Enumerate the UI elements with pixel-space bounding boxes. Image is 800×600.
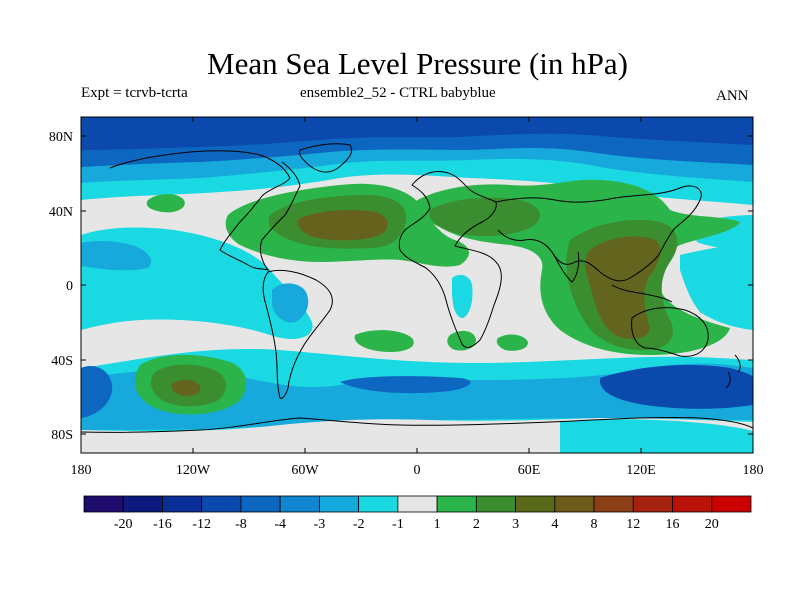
axis-ticks <box>81 117 753 453</box>
colorbar-label: -8 <box>235 517 247 532</box>
southern-band-dark <box>599 365 753 409</box>
southern-band-medium <box>81 363 753 430</box>
comparison-label: ensemble2_52 - CTRL babyblue <box>300 85 496 101</box>
latitude-labels: 80N 40N 0 40S 80S <box>49 130 73 443</box>
north-polar-band-deep <box>81 117 753 150</box>
colorbar-swatch <box>358 495 399 513</box>
coastlines <box>81 143 753 433</box>
colorbar-label: 20 <box>705 517 719 532</box>
africa-negative <box>452 274 473 318</box>
chart-title: Mean Sea Level Pressure (in hPa) <box>207 46 628 81</box>
lon-label: 0 <box>414 463 421 478</box>
australia-coast <box>631 307 709 357</box>
lat-label: 80S <box>51 428 73 443</box>
lat-label: 0 <box>66 279 73 294</box>
lat-label: 40S <box>51 354 73 369</box>
lat-label: 80N <box>49 130 73 145</box>
colorbar-swatch <box>672 495 713 513</box>
contour-field <box>81 117 753 453</box>
southern-band-dark-west <box>81 365 113 418</box>
lon-label: 60E <box>518 463 541 478</box>
south-america-coast <box>262 269 333 399</box>
colorbar-label: -2 <box>353 517 365 532</box>
colorbar-swatch <box>475 495 516 513</box>
colorbar <box>83 495 752 513</box>
colorbar-label: 1 <box>434 517 441 532</box>
colorbar-label: 16 <box>666 517 680 532</box>
north-america-coast <box>109 150 301 271</box>
colorbar-label: -16 <box>153 517 172 532</box>
asia-pacific-positive-4 <box>585 236 661 340</box>
colorbar-label: 8 <box>591 517 598 532</box>
lon-label: 120W <box>176 463 211 478</box>
lon-label: 60W <box>291 463 319 478</box>
colorbar-swatch <box>162 495 203 513</box>
atlantic-southern-dark <box>340 376 471 394</box>
colorbar-swatch <box>436 495 477 513</box>
colorbar-swatch <box>122 495 163 513</box>
antarctica-coast <box>81 416 753 433</box>
colorbar-label: -20 <box>114 517 133 532</box>
lon-label: 180 <box>743 463 764 478</box>
greenland-coast <box>299 143 353 173</box>
colorbar-label: 3 <box>512 517 519 532</box>
colorbar-swatch <box>201 495 242 513</box>
colorbar-label: -12 <box>192 517 211 532</box>
colorbar-labels: -20 -16 -12 -8 -4 -3 -2 -1 1 2 3 4 8 12 16 20 <box>114 517 719 532</box>
colorbar-swatch <box>279 495 320 513</box>
lat-label: 40N <box>49 205 73 220</box>
colorbar-label: 2 <box>473 517 480 532</box>
india-coast <box>551 251 580 283</box>
indian-ocean-positive <box>496 334 528 351</box>
west-pacific-negative <box>81 241 152 271</box>
lon-label: 120E <box>626 463 656 478</box>
colorbar-label: -3 <box>314 517 326 532</box>
south-pacific-positive-4 <box>171 379 201 396</box>
south-atlantic-positive <box>354 330 414 352</box>
pacific-small-positive <box>146 194 185 213</box>
south-america-negative <box>272 283 309 323</box>
longitude-labels: 180 120W 60W 0 60E 120E 180 <box>71 463 764 478</box>
colorbar-swatch <box>593 495 634 513</box>
colorbar-swatch <box>397 495 438 513</box>
season-label: ANN <box>716 88 749 104</box>
indonesia-coast <box>611 284 673 303</box>
colorbar-label: -4 <box>274 517 286 532</box>
north-atlantic-positive-4 <box>297 210 388 241</box>
colorbar-swatch <box>83 495 124 513</box>
colorbar-swatch <box>240 495 281 513</box>
africa-positive-small <box>447 330 476 351</box>
colorbar-label: 4 <box>551 517 558 532</box>
colorbar-label: 12 <box>626 517 640 532</box>
pacific-negative-pool-east <box>680 242 753 330</box>
colorbar-swatch <box>319 495 360 513</box>
new-zealand-coast <box>725 354 741 389</box>
antarctic-negative-strip <box>560 419 753 453</box>
lon-label: 180 <box>71 463 92 478</box>
colorbar-swatch <box>515 495 556 513</box>
europe-africa-coast <box>398 171 502 348</box>
eurasia-positive-3 <box>429 197 540 237</box>
colorbar-swatch <box>554 495 595 513</box>
colorbar-label: -1 <box>392 517 404 532</box>
colorbar-swatch <box>632 495 673 513</box>
experiment-label: Expt = tcrvb-tcrta <box>81 85 188 101</box>
colorbar-swatch <box>711 495 752 513</box>
